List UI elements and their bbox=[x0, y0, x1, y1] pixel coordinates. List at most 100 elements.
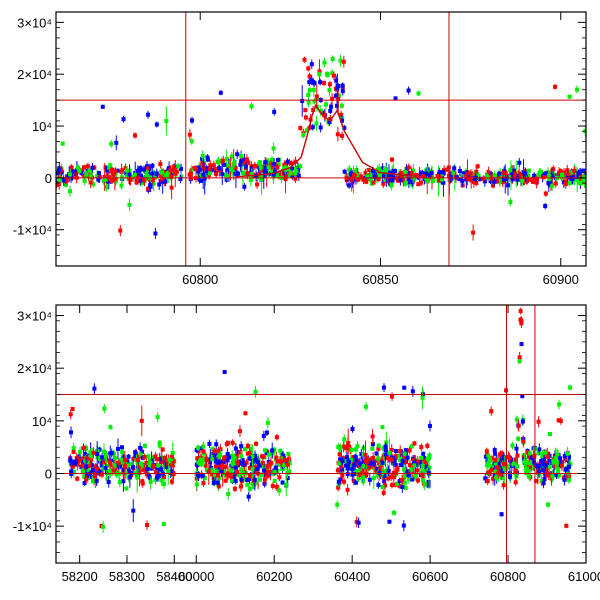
data-point-blue bbox=[221, 460, 226, 465]
data-point-green bbox=[392, 510, 397, 515]
data-point-blue bbox=[517, 160, 522, 165]
data-point-blue bbox=[344, 463, 349, 468]
x-tick-label: 58200 bbox=[62, 569, 98, 584]
data-point-blue bbox=[121, 454, 126, 459]
x-tick-label: 60900 bbox=[543, 272, 579, 287]
data-point-red bbox=[471, 230, 476, 235]
data-point-blue bbox=[388, 177, 393, 182]
data-point-green bbox=[335, 502, 340, 507]
data-point-red bbox=[427, 175, 432, 180]
data-point-red bbox=[169, 462, 174, 467]
data-point-green bbox=[536, 172, 541, 177]
data-point-green bbox=[409, 444, 414, 449]
data-point-blue bbox=[69, 430, 74, 435]
data-point-blue bbox=[204, 166, 209, 171]
data-point-red bbox=[464, 174, 469, 179]
data-point-green bbox=[381, 167, 386, 172]
data-point-red bbox=[381, 181, 386, 186]
data-point-green bbox=[265, 420, 270, 425]
data-point-blue bbox=[532, 173, 537, 178]
data-point-red bbox=[421, 174, 426, 179]
data-point-red bbox=[75, 462, 80, 467]
data-point-blue bbox=[82, 481, 87, 486]
data-point-green bbox=[151, 181, 156, 186]
data-point-green bbox=[146, 463, 151, 468]
data-point-blue bbox=[562, 453, 567, 458]
data-point-blue bbox=[261, 433, 266, 438]
data-point-green bbox=[557, 473, 562, 478]
data-point-red bbox=[474, 180, 479, 185]
data-point-green bbox=[259, 174, 264, 179]
data-point-green bbox=[232, 455, 237, 460]
data-point-green bbox=[528, 451, 533, 456]
data-point-red bbox=[495, 465, 500, 470]
data-point-green bbox=[189, 139, 194, 144]
data-point-blue bbox=[261, 174, 266, 179]
data-point-blue bbox=[311, 80, 316, 85]
data-point-red bbox=[155, 457, 160, 462]
data-point-green bbox=[352, 170, 357, 175]
data-point-red bbox=[526, 177, 531, 182]
data-point-green bbox=[160, 170, 165, 175]
data-point-green bbox=[60, 141, 65, 146]
data-point-green bbox=[349, 447, 354, 452]
data-point-red bbox=[88, 180, 93, 185]
data-point-red bbox=[356, 177, 361, 182]
data-point-red bbox=[553, 173, 558, 178]
data-points bbox=[68, 307, 573, 533]
data-point-green bbox=[543, 450, 548, 455]
data-point-red bbox=[421, 459, 426, 464]
data-point-blue bbox=[542, 477, 547, 482]
data-point-red bbox=[283, 457, 288, 462]
data-point-blue bbox=[452, 166, 457, 171]
data-point-blue bbox=[100, 455, 105, 460]
data-point-red bbox=[77, 458, 82, 463]
data-point-red bbox=[566, 172, 571, 177]
data-point-red bbox=[371, 180, 376, 185]
data-point-red bbox=[370, 434, 375, 439]
data-point-blue bbox=[121, 479, 126, 484]
data-point-red bbox=[407, 462, 412, 467]
data-point-blue bbox=[214, 442, 219, 447]
data-point-red bbox=[475, 164, 480, 169]
data-point-red bbox=[118, 228, 123, 233]
data-point-green bbox=[575, 177, 580, 182]
data-point-green bbox=[364, 404, 369, 409]
data-point-blue bbox=[121, 117, 126, 122]
data-point-blue bbox=[318, 125, 323, 130]
data-point-red bbox=[233, 165, 238, 170]
data-point-green bbox=[569, 170, 574, 175]
data-point-red bbox=[293, 176, 298, 181]
data-point-blue bbox=[403, 448, 408, 453]
data-point-green bbox=[311, 87, 316, 92]
data-point-green bbox=[355, 444, 360, 449]
data-point-green bbox=[148, 479, 153, 484]
data-point-red bbox=[302, 57, 307, 62]
data-point-green bbox=[338, 446, 343, 451]
data-point-red bbox=[351, 173, 356, 178]
data-point-blue bbox=[258, 170, 263, 175]
data-point-green bbox=[526, 168, 531, 173]
data-point-green bbox=[237, 473, 242, 478]
data-point-green bbox=[376, 443, 381, 448]
data-point-red bbox=[82, 445, 87, 450]
data-point-green bbox=[527, 461, 532, 466]
data-point-green bbox=[101, 466, 106, 471]
data-point-green bbox=[553, 456, 558, 461]
data-point-blue bbox=[231, 475, 236, 480]
data-point-red bbox=[402, 454, 407, 459]
data-point-green bbox=[566, 470, 571, 475]
data-point-blue bbox=[133, 454, 138, 459]
data-point-blue bbox=[346, 460, 351, 465]
data-point-red bbox=[341, 456, 346, 461]
data-point-red bbox=[280, 172, 285, 177]
data-point-blue bbox=[556, 463, 561, 468]
data-point-blue bbox=[90, 468, 95, 473]
data-point-green bbox=[515, 464, 520, 469]
data-point-red bbox=[565, 473, 570, 478]
top-panel-zoom: 3×10⁴ 2×10⁴ 10⁴ 0 -1×10⁴ 60800 60850 60900 bbox=[13, 11, 587, 287]
data-point-green bbox=[419, 470, 424, 475]
data-point-red bbox=[339, 464, 344, 469]
data-point-green bbox=[142, 443, 147, 448]
data-point-green bbox=[125, 174, 130, 179]
